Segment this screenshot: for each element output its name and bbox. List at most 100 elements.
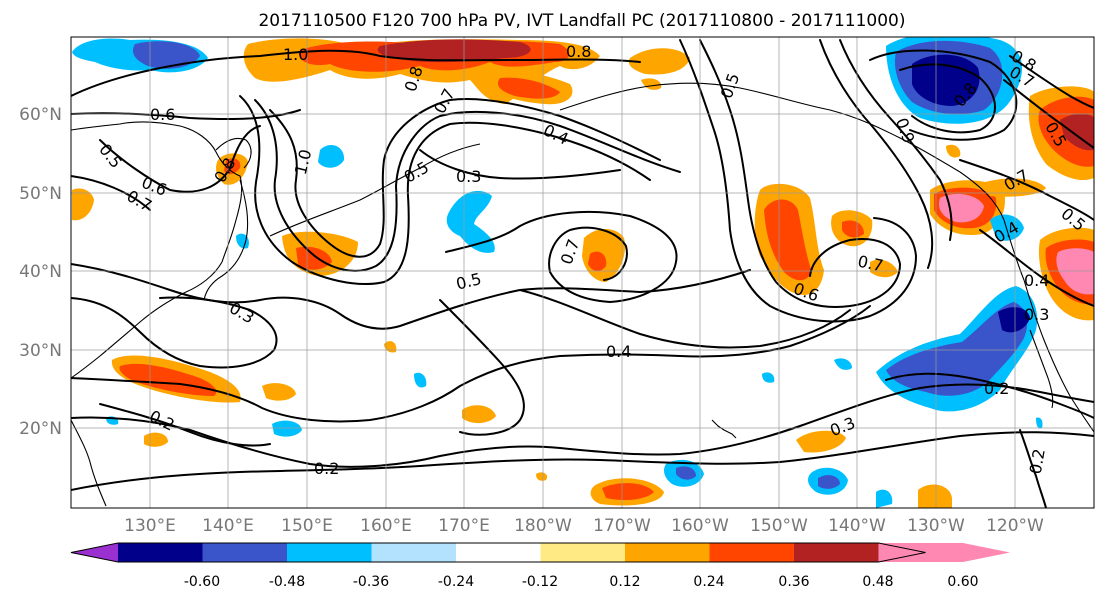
- pv-contour-lines: [71, 39, 1094, 508]
- colorbar-segment: [371, 543, 456, 562]
- colorbar-segments: [70, 542, 1010, 563]
- coastline-kuril-japan: [203, 179, 249, 301]
- contour-label: 0.6: [150, 105, 175, 124]
- strong-negative-anomaly-region: [818, 475, 840, 489]
- colorbar: -0.60 -0.48 -0.36 -0.24 -0.12 0.12 0.24 …: [70, 542, 1010, 590]
- negative-anomaly-region: [318, 145, 345, 168]
- colorbar-tick-label: -0.60: [184, 574, 220, 590]
- strong-positive-anomaly-region: [588, 251, 607, 272]
- lon-label: 140°W: [828, 516, 886, 536]
- lat-label: 60°N: [19, 105, 62, 125]
- contour-line: [71, 175, 151, 211]
- colorbar-tick-label: 0.60: [947, 574, 978, 590]
- very-strong-negative-anomaly-region: [912, 54, 980, 106]
- contour-line: [679, 39, 917, 323]
- coastline-kamchatka: [215, 137, 252, 169]
- map-frame: [70, 36, 1095, 509]
- lon-label: 120°W: [986, 516, 1044, 536]
- contour-line: [71, 305, 871, 423]
- map-panel: 1.0 0.8 0.8 0.7 0.6 0.5 0.6 0.7 1.0 0.8 …: [71, 37, 1094, 508]
- contour-label: 0.7: [856, 252, 885, 276]
- contour-line: [71, 109, 301, 121]
- lon-label: 180°W: [514, 516, 572, 536]
- negative-anomaly-region: [236, 233, 249, 249]
- colorbar-tick-label: -0.24: [438, 574, 474, 590]
- contour-label: 1.0: [283, 45, 308, 64]
- lon-label: 170°W: [593, 516, 651, 536]
- figure-title: 2017110500 F120 700 hPa PV, IVT Landfall…: [258, 11, 905, 31]
- lon-label: 170°E: [438, 516, 490, 536]
- lat-label: 20°N: [19, 419, 62, 439]
- strong-positive-anomaly-region: [602, 483, 654, 500]
- contour-line: [899, 63, 996, 134]
- lon-label: 160°W: [671, 516, 729, 536]
- positive-anomaly-region: [946, 144, 961, 158]
- coastline-baja: [1029, 329, 1054, 409]
- very-strong-negative-anomaly-region: [998, 307, 1030, 333]
- colorbar-segment: [794, 543, 879, 562]
- strong-negative-anomaly-region: [676, 466, 696, 480]
- contour-label: 0.8: [566, 42, 591, 61]
- colorbar-segment: [540, 543, 625, 562]
- contour-label: 0.3: [456, 167, 481, 186]
- colorbar-tick-labels: -0.60 -0.48 -0.36 -0.24 -0.12 0.12 0.24 …: [184, 574, 979, 590]
- contour-line: [71, 49, 641, 97]
- contour-line: [1009, 55, 1094, 109]
- positive-anomaly-region: [870, 259, 898, 278]
- negative-anomaly-region: [762, 372, 775, 383]
- positive-anomaly-region: [262, 383, 296, 401]
- negative-anomaly-region: [414, 372, 427, 388]
- coastlines: [71, 82, 1094, 507]
- coastline-asia: [71, 121, 243, 379]
- negative-anomaly-region: [446, 190, 495, 253]
- strong-positive-anomaly-region: [119, 363, 217, 396]
- strong-positive-anomaly-region: [764, 199, 812, 281]
- lon-label: 130°W: [907, 516, 965, 536]
- contour-line: [254, 99, 681, 272]
- lon-label: 160°E: [360, 516, 412, 536]
- positive-anomaly-region: [628, 48, 690, 75]
- contour-line: [71, 431, 1094, 491]
- contour-line: [839, 39, 953, 241]
- strong-positive-anomaly-region: [497, 77, 560, 99]
- colorbar-tick-label: -0.48: [269, 574, 305, 590]
- colorbar-tick-label: -0.36: [353, 574, 389, 590]
- positive-anomaly-region: [462, 405, 496, 424]
- positive-anomaly-region: [980, 178, 1046, 197]
- strong-positive-anomaly-region: [296, 246, 332, 270]
- coastline-south-asia: [71, 419, 107, 507]
- lon-label: 130°E: [124, 516, 176, 536]
- contour-line: [269, 97, 661, 258]
- very-strong-positive-anomaly-region: [377, 39, 531, 63]
- contour-label: 0.2: [984, 379, 1009, 398]
- contour-line: [439, 299, 525, 436]
- lat-label: 30°N: [19, 341, 62, 361]
- contour-line: [71, 383, 1094, 468]
- contour-line: [1019, 429, 1047, 508]
- colorbar-tick-label: 0.48: [862, 574, 893, 590]
- strong-positive-anomaly-region: [842, 220, 864, 238]
- contour-line: [519, 289, 851, 349]
- contour-line: [99, 125, 261, 193]
- colorbar-tick-label: 0.36: [778, 574, 809, 590]
- colorbar-segment: [625, 543, 710, 562]
- latitude-labels: 60°N 50°N 40°N 30°N 20°N: [19, 105, 62, 439]
- lon-label: 150°E: [281, 516, 333, 536]
- coastline-alaska: [559, 82, 961, 173]
- lat-label: 40°N: [19, 262, 62, 282]
- colorbar-segment: [456, 543, 541, 562]
- colorbar-tick-label: -0.12: [522, 574, 558, 590]
- negative-anomaly-region: [1036, 417, 1043, 429]
- colorbar-tick-label: 0.24: [693, 574, 724, 590]
- contour-label: 0.4: [1024, 271, 1049, 290]
- negative-anomaly-region: [876, 489, 893, 508]
- contour-line: [819, 39, 934, 269]
- colorbar-extend-low: [71, 543, 118, 562]
- longitude-labels: 130°E 140°E 150°E 160°E 170°E 180°W 170°…: [124, 516, 1044, 536]
- positive-anomaly-region: [796, 430, 846, 453]
- lon-label: 140°E: [202, 516, 254, 536]
- lat-label: 50°N: [19, 184, 62, 204]
- colorbar-segment: [118, 543, 203, 562]
- contour-line: [239, 95, 651, 285]
